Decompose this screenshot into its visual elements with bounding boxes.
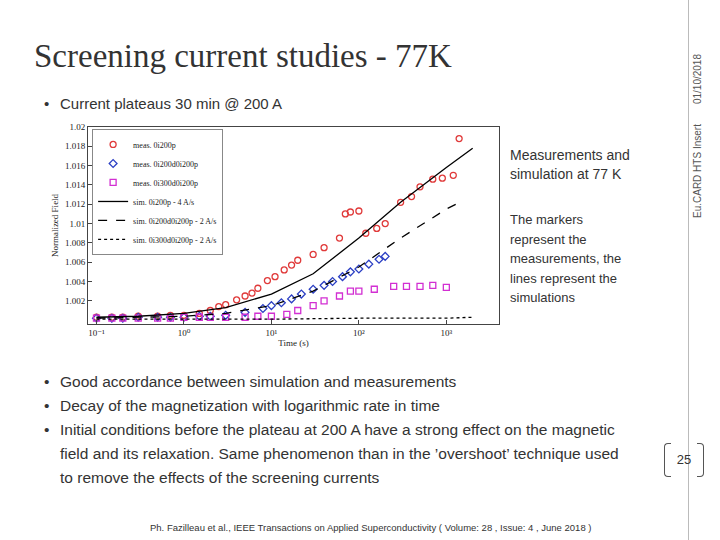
svg-text:1.012: 1.012	[65, 199, 85, 209]
html-text:Eu.CARD HTS Insert: Eu.CARD HTS Insert	[692, 124, 703, 218]
svg-text:1.014: 1.014	[65, 180, 86, 190]
svg-text:10¹: 10¹	[266, 328, 278, 338]
svg-text:1.008: 1.008	[65, 238, 86, 248]
svg-text:meas. 0i200p: meas. 0i200p	[133, 141, 176, 150]
svg-text:meas. 0i200d0i200p: meas. 0i200d0i200p	[133, 160, 198, 169]
svg-text:1.016: 1.016	[65, 161, 86, 171]
svg-text:Time (s): Time (s)	[278, 338, 308, 348]
html-text:Measurements and simulation at: Measurements and simulation at 77 K	[510, 147, 630, 182]
svg-text:10⁰: 10⁰	[178, 328, 191, 338]
svg-text:sim. 0i300d0i200p - 2 A/s: sim. 0i300d0i200p - 2 A/s	[133, 236, 216, 245]
svg-text:1.01: 1.01	[69, 219, 85, 229]
svg-text:1.004: 1.004	[65, 277, 86, 287]
svg-text:10³: 10³	[440, 328, 452, 338]
html-text:Ph. Fazilleau et al., IEEE Tra: Ph. Fazilleau et al., IEEE Transactions …	[150, 522, 592, 533]
svg-text:1.006: 1.006	[65, 257, 86, 267]
svg-text:1.02: 1.02	[69, 122, 85, 132]
html-text:Good accordance between simula: Good accordance between simulation and m…	[60, 373, 457, 390]
svg-text:Normalized Field: Normalized Field	[50, 193, 60, 257]
svg-text:1.018: 1.018	[65, 141, 86, 151]
html-text:Initial conditions before the: Initial conditions before the plateau at…	[60, 421, 619, 486]
svg-text:10⁻¹: 10⁻¹	[88, 328, 105, 338]
html-text:01/10/2018: 01/10/2018	[692, 54, 703, 105]
html-text:Decay of the magnetization wit: Decay of the magnetization with logarith…	[60, 397, 440, 414]
html-text:The markers represent the meas: The markers represent the measurements, …	[510, 212, 622, 305]
svg-text:10²: 10²	[353, 328, 365, 338]
svg-text:sim. 0i200d0i200p - 2 A/s: sim. 0i200d0i200p - 2 A/s	[133, 217, 216, 226]
html-text:Screening current studies - 77: Screening current studies - 77K	[34, 38, 452, 74]
html-text:Current plateaus 30 min @ 200: Current plateaus 30 min @ 200 A	[60, 95, 282, 112]
html-text:25: 25	[676, 452, 692, 467]
svg-text:sim. 0i200p - 4 A/s: sim. 0i200p - 4 A/s	[133, 198, 194, 207]
svg-text:meas. 0i300d0i200p: meas. 0i300d0i200p	[133, 179, 198, 188]
svg-text:1.002: 1.002	[65, 296, 85, 306]
